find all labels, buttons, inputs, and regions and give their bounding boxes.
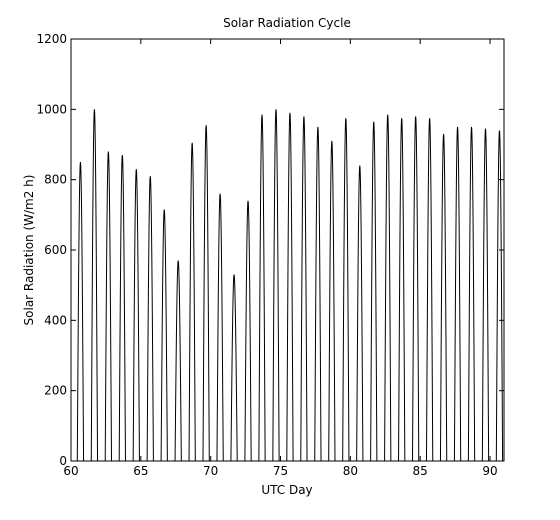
- daily-radiation-pulse: [412, 116, 420, 462]
- daily-radiation-pulse: [188, 142, 196, 462]
- daily-radiation-pulse: [425, 118, 434, 462]
- daily-radiation-pulse: [160, 209, 168, 462]
- y-axis: 0 200 400 600 800 1000 1200: [36, 32, 504, 468]
- daily-radiation-pulse: [495, 130, 504, 462]
- daily-radiation-pulse: [118, 155, 126, 462]
- daily-radiation-pulse: [314, 126, 322, 462]
- y-tick-label: 800: [44, 173, 67, 187]
- series-group: [76, 109, 504, 462]
- x-tick-label: 85: [413, 464, 428, 478]
- daily-radiation-pulse: [258, 114, 266, 462]
- daily-radiation-pulse: [90, 109, 99, 462]
- daily-radiation-pulse: [272, 109, 280, 462]
- daily-radiation-pulse: [328, 140, 336, 462]
- x-tick-label: 80: [343, 464, 358, 478]
- y-tick-label: 0: [59, 454, 67, 468]
- daily-radiation-pulse: [230, 274, 238, 462]
- daily-radiation-pulse: [286, 112, 294, 462]
- x-tick-label: 70: [203, 464, 218, 478]
- daily-radiation-pulse: [216, 193, 224, 462]
- y-axis-label: Solar Radiation (W/m2 h): [22, 175, 36, 326]
- daily-radiation-pulse: [439, 133, 448, 462]
- x-tick-label: 75: [273, 464, 288, 478]
- chart-title: Solar Radiation Cycle: [223, 16, 351, 30]
- x-tick-label: 60: [63, 464, 78, 478]
- daily-radiation-pulse: [146, 176, 154, 462]
- daily-radiation-pulse: [453, 126, 462, 462]
- daily-radiation-pulse: [467, 126, 476, 462]
- daily-radiation-pulse: [244, 200, 252, 462]
- daily-radiation-pulse: [356, 165, 364, 462]
- y-tick-label: 400: [44, 313, 67, 327]
- daily-radiation-pulse: [76, 162, 85, 462]
- daily-radiation-pulse: [132, 169, 140, 462]
- daily-radiation-pulse: [342, 118, 350, 462]
- y-tick-label: 200: [44, 384, 67, 398]
- x-tick-label: 90: [482, 464, 497, 478]
- daily-radiation-pulse: [104, 151, 113, 462]
- daily-radiation-pulse: [370, 121, 378, 462]
- y-tick-label: 1200: [36, 32, 67, 46]
- daily-radiation-pulse: [481, 128, 490, 462]
- y-tick-label: 600: [44, 243, 67, 257]
- daily-radiation-pulse: [384, 114, 392, 462]
- y-tick-label: 1000: [36, 102, 67, 116]
- daily-radiation-pulse: [300, 116, 308, 462]
- x-axis: 60 65 70 75 80 85 90: [63, 39, 498, 478]
- daily-radiation-pulse: [398, 118, 406, 462]
- daily-radiation-pulse: [202, 125, 210, 462]
- x-axis-label: UTC Day: [261, 483, 312, 497]
- x-tick-label: 65: [133, 464, 148, 478]
- daily-radiation-pulse: [174, 260, 182, 462]
